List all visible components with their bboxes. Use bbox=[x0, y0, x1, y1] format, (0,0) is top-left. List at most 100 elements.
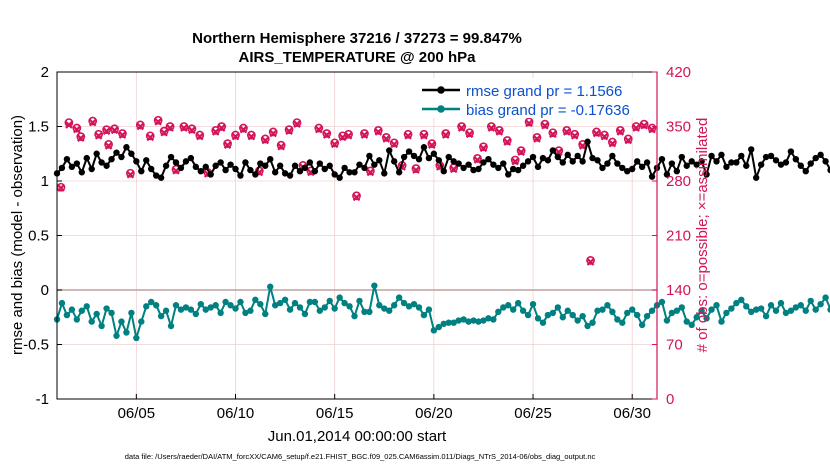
obs-possible-marker bbox=[615, 125, 625, 135]
rmse-point bbox=[148, 165, 155, 173]
bias-point bbox=[128, 309, 135, 317]
obs-assimilated-marker bbox=[322, 131, 331, 139]
rmse-point bbox=[797, 162, 805, 169]
rmse-point bbox=[227, 161, 234, 168]
obs-assimilated-marker bbox=[77, 134, 85, 142]
obs-possible-marker bbox=[403, 129, 413, 139]
rmse-point bbox=[812, 154, 819, 162]
bias-point bbox=[63, 311, 71, 319]
rmse-point bbox=[549, 147, 557, 154]
bias-point bbox=[767, 302, 775, 309]
bias-point bbox=[88, 318, 95, 325]
obs-possible-marker bbox=[548, 128, 558, 138]
bias-point bbox=[549, 309, 557, 317]
bias-point bbox=[98, 322, 105, 330]
obs-assimilated-marker bbox=[180, 124, 188, 132]
rmse-point bbox=[529, 153, 537, 161]
left-tick-label: 0 bbox=[41, 282, 49, 299]
rmse-point bbox=[182, 158, 190, 165]
bias-point bbox=[207, 304, 214, 311]
obs-possible-marker bbox=[145, 131, 155, 141]
obs-assimilated-marker bbox=[344, 132, 353, 140]
bias-point bbox=[777, 299, 785, 307]
bias-point bbox=[465, 318, 472, 325]
right-tick-label: 0 bbox=[666, 391, 674, 408]
obs-possible-marker bbox=[165, 122, 175, 131]
obs-assimilated-marker bbox=[608, 139, 617, 148]
obs-assimilated-marker bbox=[449, 165, 458, 174]
bias-point bbox=[148, 298, 155, 306]
rmse-point bbox=[128, 150, 135, 157]
obs-assimilated-marker bbox=[330, 140, 339, 149]
obs-assimilated-marker bbox=[277, 142, 285, 151]
rmse-point bbox=[767, 152, 775, 160]
obs-assimilated-marker bbox=[487, 124, 496, 132]
rmse-point bbox=[624, 167, 631, 175]
rmse-point bbox=[505, 171, 512, 178]
obs-assimilated-marker bbox=[146, 133, 155, 142]
x-axis: 06/05 06/10 06/15 06/20 06/25 06/30 bbox=[118, 394, 651, 422]
rmse-point bbox=[271, 169, 279, 176]
bias-point bbox=[703, 315, 710, 322]
rmse-point bbox=[772, 157, 780, 164]
obs-possible-marker bbox=[600, 130, 609, 140]
obs-possible-marker bbox=[441, 129, 451, 138]
rmse-point bbox=[539, 154, 547, 162]
rmse-point bbox=[296, 167, 304, 175]
obs-possible-marker bbox=[373, 125, 383, 135]
right-tick-label: 350 bbox=[666, 119, 691, 136]
rmse-point bbox=[614, 160, 621, 167]
bias-point bbox=[624, 309, 631, 317]
rmse-point bbox=[703, 171, 710, 178]
bias-point bbox=[748, 308, 755, 315]
rmse-point bbox=[728, 159, 735, 166]
rmse-point bbox=[143, 157, 150, 164]
x-tick-label: 06/10 bbox=[217, 405, 255, 422]
right-y-axis: 0 70 140 210 280 350 420 bbox=[652, 64, 691, 408]
obs-assimilated-marker bbox=[648, 125, 656, 134]
bias-point bbox=[73, 316, 81, 323]
bias-point bbox=[410, 300, 418, 308]
obs-possible-marker bbox=[217, 122, 227, 131]
obs-possible-marker bbox=[322, 129, 332, 138]
obs-possible-marker bbox=[110, 124, 119, 134]
rmse-point bbox=[638, 163, 646, 171]
rmse-point bbox=[118, 153, 125, 161]
obs-assimilated-marker bbox=[600, 132, 609, 141]
bias-point bbox=[663, 317, 671, 324]
rmse-point bbox=[103, 162, 110, 169]
bias-point bbox=[400, 299, 408, 307]
bias-point bbox=[386, 307, 393, 314]
x-tick-label: 06/30 bbox=[613, 405, 651, 422]
bias-point bbox=[470, 317, 477, 324]
bias-point bbox=[772, 307, 780, 314]
obs-possible-marker bbox=[592, 127, 601, 137]
bias-point bbox=[544, 311, 552, 319]
bias-point bbox=[331, 305, 338, 312]
obs-possible-marker bbox=[330, 138, 340, 148]
rmse-point bbox=[177, 164, 185, 172]
bias-point bbox=[673, 307, 681, 314]
obs-possible-marker bbox=[231, 130, 240, 140]
obs-assimilated-marker bbox=[517, 148, 525, 156]
rmse-point bbox=[777, 161, 785, 168]
bias-point bbox=[376, 302, 383, 309]
obs-assimilated-marker bbox=[239, 125, 248, 134]
left-tick-label: 1 bbox=[41, 173, 49, 190]
rmse-point bbox=[738, 152, 745, 160]
obs-possible-marker bbox=[570, 129, 580, 139]
bias-point bbox=[138, 318, 145, 325]
bias-point bbox=[311, 298, 319, 306]
obs-assimilated-marker bbox=[495, 128, 504, 136]
rmse-point bbox=[73, 160, 81, 167]
rmse-point bbox=[247, 166, 254, 174]
bias-point bbox=[346, 303, 353, 310]
obs-possible-marker bbox=[338, 131, 348, 141]
rmse-point bbox=[167, 153, 175, 161]
legend-rmse-marker bbox=[437, 86, 445, 94]
rmse-point bbox=[762, 153, 770, 161]
bias-point bbox=[291, 299, 299, 307]
bias-point bbox=[162, 307, 170, 314]
obs-possible-marker bbox=[179, 122, 189, 131]
